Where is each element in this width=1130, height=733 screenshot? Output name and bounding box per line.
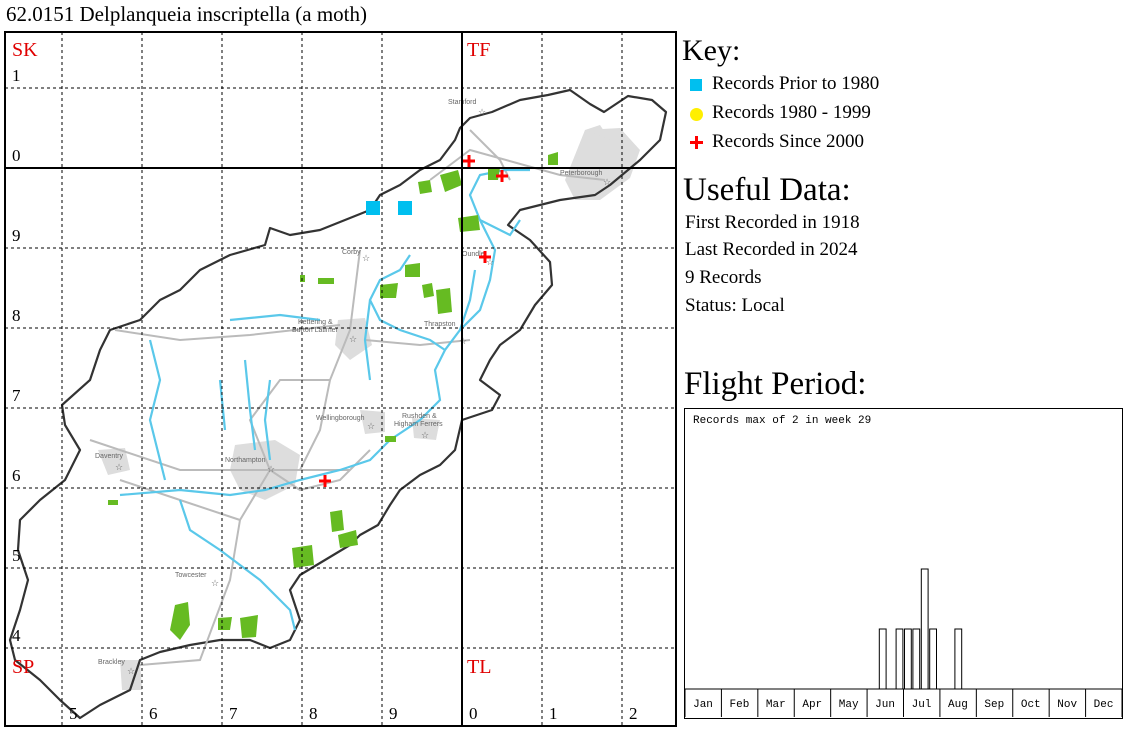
town-label: Thrapston [424, 321, 456, 328]
chart-annotation: Records max of 2 in week 29 [693, 415, 872, 427]
chart-bar-week-24 [878, 628, 887, 690]
town-star-icon: ☆ [486, 258, 494, 268]
col-label: 7 [229, 704, 238, 723]
rivers [119, 168, 530, 631]
record-since-2000-marker [319, 475, 331, 487]
chart-bar-week-28 [912, 628, 921, 690]
chart-bar-week-29 [920, 568, 929, 690]
key-title: Key: [682, 34, 741, 67]
town-star-icon: ☆ [603, 178, 611, 188]
key-label: Records Since 2000 [712, 131, 864, 152]
record-count: 9 Records [685, 267, 762, 288]
key-item-prior-1980: Records Prior to 1980 [690, 72, 879, 96]
town-star-icon: ☆ [127, 667, 135, 677]
row-label: 6 [12, 466, 21, 485]
useful-data-title: Useful Data: [683, 172, 851, 208]
town-star-icon: ☆ [267, 465, 275, 475]
col-label: 9 [389, 704, 398, 723]
flight-period-title: Flight Period: [684, 366, 867, 402]
month-label: Apr [802, 699, 823, 711]
month-label: Feb [729, 699, 750, 711]
town-label: Corby [342, 249, 361, 256]
record-prior-1980-marker [398, 201, 412, 215]
month-label: Mar [765, 699, 786, 711]
key-label: Records Prior to 1980 [712, 73, 880, 94]
circle-icon [690, 103, 710, 123]
key-item-since-2000: Records Since 2000 [690, 130, 864, 154]
town-star-icon: ☆ [115, 463, 123, 473]
col-label: 8 [309, 704, 318, 723]
month-label: Jul [911, 699, 932, 711]
col-label: 1 [549, 704, 558, 723]
town-star-icon: ☆ [211, 579, 219, 589]
chart-bar-week-27 [904, 628, 912, 690]
town-label: Daventry [95, 453, 124, 460]
month-label: Aug [948, 699, 968, 711]
town-label: Northampton [225, 457, 266, 464]
row-label: 1 [12, 66, 21, 85]
row-label: 7 [12, 386, 21, 405]
town-label: Towcester [175, 572, 207, 579]
town-star-icon: ☆ [367, 422, 375, 432]
flight-period-plot [685, 568, 1122, 717]
town-label: Peterborough [560, 170, 603, 177]
town-label: Brackley [98, 659, 125, 666]
square-icon [690, 74, 710, 94]
flight-period-chart: Records max of 2 in week 29 Jan Feb Mar Apr… [684, 408, 1123, 719]
town-star-icon: ☆ [362, 254, 370, 264]
cross-icon [690, 132, 710, 152]
roads [89, 129, 606, 666]
grid-square-boundaries [4, 31, 677, 727]
key-item-1980-1999: Records 1980 - 1999 [690, 101, 871, 125]
month-label: Dec [1093, 699, 1114, 711]
chart-bar-week-30 [929, 628, 937, 690]
county-boundary [8, 88, 668, 720]
grid-square-label: SK [12, 39, 38, 61]
record-prior-1980-marker [366, 201, 380, 215]
row-label: 0 [12, 146, 21, 165]
record-since-2000-marker [463, 155, 475, 167]
row-label: 9 [12, 226, 21, 245]
col-label: 2 [629, 704, 638, 723]
row-label: 5 [12, 546, 21, 565]
town-label: Burton Latimer [292, 327, 339, 334]
row-label: 8 [12, 306, 21, 325]
grid-lines [5, 32, 676, 726]
grid-square-label: SP [12, 656, 34, 678]
distribution-map: Stamford Peterborough Corby Oundle Kette… [4, 31, 677, 727]
record-since-2000-marker [496, 170, 508, 182]
town-label: Higham Ferrers [394, 421, 443, 428]
first-recorded: First Recorded in 1918 [685, 212, 860, 233]
town-label: Rushden & [402, 413, 437, 420]
record-markers [319, 155, 508, 487]
month-label: Nov [1057, 699, 1078, 711]
month-label: Jan [693, 699, 713, 711]
grid-square-label: TF [467, 39, 490, 61]
month-label: Oct [1020, 699, 1041, 711]
town-label: Oundle [462, 251, 485, 258]
record-since-2000-marker [479, 251, 491, 263]
last-recorded: Last Recorded in 2024 [685, 239, 858, 260]
chart-bar-week-33 [954, 628, 963, 690]
town-star-icon: ☆ [478, 108, 486, 118]
page-title: 62.0151 Delplanqueia inscriptella (a mot… [6, 2, 367, 26]
col-label: 0 [469, 704, 478, 723]
month-label: Sep [984, 699, 1005, 711]
row-label: 4 [12, 626, 21, 645]
key-label: Records 1980 - 1999 [712, 102, 871, 123]
col-label: 6 [149, 704, 158, 723]
month-label: Jun [875, 699, 895, 711]
status: Status: Local [685, 295, 785, 316]
town-star-icon: ☆ [349, 335, 357, 345]
town-star-icon: ☆ [459, 337, 467, 347]
month-label: May [838, 699, 859, 711]
town-label: Kettering & [298, 319, 333, 326]
col-label: 5 [69, 704, 78, 723]
towns: Stamford Peterborough Corby Oundle Kette… [95, 99, 611, 677]
chart-bar-week-26 [895, 628, 904, 690]
town-star-icon: ☆ [421, 431, 429, 441]
town-label: Wellingborough [316, 415, 365, 422]
grid-square-label: TL [467, 656, 491, 678]
